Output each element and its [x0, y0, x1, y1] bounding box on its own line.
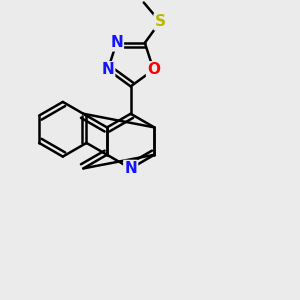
Text: S: S	[154, 14, 166, 29]
Text: O: O	[147, 62, 160, 77]
Text: N: N	[124, 161, 137, 176]
Text: N: N	[110, 35, 123, 50]
Text: N: N	[101, 62, 114, 77]
